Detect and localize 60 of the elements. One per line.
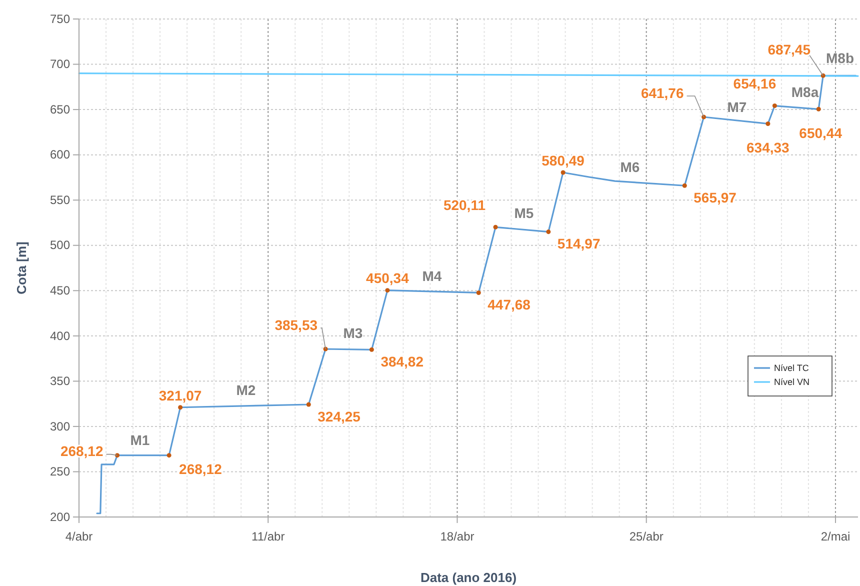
data-label: 447,68 — [488, 296, 531, 313]
data-label: 654,16 — [733, 76, 776, 92]
data-label: 385,53 — [274, 316, 318, 333]
y-tick-label: 250 — [50, 464, 70, 479]
data-label: 514,97 — [557, 236, 600, 252]
x-tick-label: 25/abr — [629, 529, 664, 544]
point — [772, 104, 777, 108]
x-tick-label: 4/abr — [65, 529, 93, 544]
data-label: 687,45 — [768, 42, 811, 58]
data-label: 641,76 — [640, 84, 684, 101]
y-tick-label: 700 — [50, 57, 70, 72]
y-axis-title: Cota [m] — [14, 242, 29, 294]
y-tick-label: 350 — [50, 374, 70, 388]
data-label: 384,82 — [380, 354, 424, 370]
annotation: M6 — [620, 158, 640, 175]
annotation: M8b — [826, 50, 854, 66]
point — [546, 230, 551, 234]
y-tick-label: 500 — [50, 238, 70, 252]
data-label: 580,49 — [542, 152, 585, 168]
point — [493, 224, 498, 230]
point — [306, 402, 311, 407]
point — [369, 347, 374, 352]
y-tick-label: 550 — [50, 192, 70, 207]
annotation: M1 — [130, 432, 150, 448]
y-tick-label: 600 — [50, 148, 70, 162]
data-label: 650,44 — [799, 125, 842, 142]
y-tick-label: 300 — [50, 419, 70, 434]
annotation: M3 — [343, 324, 363, 341]
data-label: 321,07 — [158, 387, 202, 404]
data-label: 520,11 — [443, 197, 486, 214]
annotation: M7 — [727, 98, 747, 115]
annotation: M2 — [236, 382, 256, 398]
y-tick-label: 400 — [50, 328, 70, 343]
point — [682, 183, 687, 188]
data-label: 268,12 — [60, 443, 104, 460]
point — [385, 288, 390, 293]
point — [816, 106, 821, 112]
x-tick-label: 11/abr — [252, 529, 285, 544]
x-tick-label: 2/mai — [820, 529, 850, 544]
point — [560, 170, 566, 175]
data-label: 324,25 — [318, 408, 361, 424]
point — [766, 121, 770, 126]
annotation: M4 — [422, 268, 442, 284]
legend-label: Nível VN — [774, 377, 810, 388]
point — [178, 405, 183, 410]
legend-label: Nível TC — [774, 363, 810, 374]
y-tick-label: 750 — [50, 12, 70, 26]
y-tick-label: 450 — [50, 283, 70, 298]
x-axis-title: Data (ano 2016) — [420, 570, 517, 585]
annotation: M5 — [514, 204, 534, 221]
point — [166, 453, 172, 458]
data-label: 565,97 — [694, 190, 737, 206]
annotation: M8a — [791, 84, 819, 100]
data-label: 268,12 — [179, 461, 222, 478]
data-label: 450,34 — [366, 270, 410, 286]
data-label: 634,33 — [746, 140, 790, 156]
x-tick-label: 18/abr — [440, 529, 474, 544]
y-tick-label: 200 — [50, 510, 70, 524]
y-tick-label: 650 — [50, 102, 70, 116]
point — [476, 290, 481, 295]
